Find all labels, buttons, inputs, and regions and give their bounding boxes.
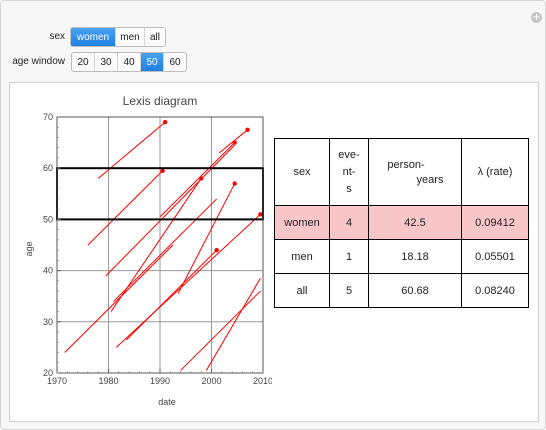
x-tick-label: 1990 [150, 376, 170, 386]
age-window-option-20[interactable]: 20 [72, 53, 95, 71]
cell-sex: all [274, 273, 330, 308]
event-point [245, 127, 250, 132]
lifeline [180, 290, 261, 371]
header-person-years: person- years [368, 138, 462, 206]
lexis-diagram: Lexis diagram 1970 1980 1990 2000 2010 20 30 40… [24, 94, 273, 407]
lifeline [105, 144, 236, 277]
age-window-option-30[interactable]: 30 [95, 53, 118, 71]
event-point [160, 168, 165, 173]
header-events-line: s [346, 182, 352, 195]
header-person-years-line: years [416, 173, 444, 186]
table-row-all: all 5 60.68 0.08240 [274, 273, 529, 308]
lifeline [64, 244, 174, 353]
sex-selector: women men all [70, 27, 166, 47]
cell-person-years: 18.18 [368, 239, 462, 274]
y-tick-label: 70 [43, 112, 53, 122]
y-tick-label: 20 [43, 368, 53, 378]
y-axis-label: age [24, 241, 34, 256]
event-point [214, 247, 219, 253]
chart-title: Lexis diagram [123, 94, 198, 108]
cell-person-years: 60.68 [368, 273, 462, 308]
y-tick-label: 50 [43, 214, 53, 224]
age-window-option-40[interactable]: 40 [118, 53, 141, 71]
output-panel: Lexis diagram 1970 1980 1990 2000 2010 20 30 40… [9, 82, 539, 422]
lifeline [177, 183, 236, 294]
header-rate: λ (rate) [461, 138, 529, 206]
header-sex: sex [274, 138, 330, 206]
sex-option-men[interactable]: men [116, 28, 145, 46]
cell-rate: 0.09412 [461, 205, 529, 240]
event-point [162, 119, 168, 125]
lifeline [115, 213, 261, 348]
header-person-years-line: person- [387, 158, 425, 171]
lifeline [218, 129, 248, 154]
table-row-women: women 4 42.5 0.09412 [274, 205, 529, 240]
cell-person-years: 42.5 [368, 205, 462, 240]
cell-events: 4 [329, 205, 369, 240]
y-tick-label: 40 [43, 266, 53, 276]
table-row-men: men 1 18.18 0.05501 [274, 239, 529, 274]
event-point [258, 212, 263, 217]
cell-events: 5 [329, 273, 369, 308]
rates-table: sex eve- nt- s person- years λ (rate) wo… [274, 138, 529, 308]
axis-ticks: 1970 1980 1990 2000 2010 20 30 40 50 60 70 [43, 112, 273, 386]
lifelines [64, 119, 263, 371]
sex-option-women[interactable]: women [71, 28, 116, 46]
lifeline [159, 142, 236, 218]
age-window-option-60[interactable]: 60 [169, 56, 181, 68]
y-tick-label: 30 [43, 317, 53, 327]
table-header-row: sex eve- nt- s person- years λ (rate) [274, 138, 529, 206]
cell-sex: women [274, 205, 330, 240]
x-tick-label: 2010 [253, 376, 272, 386]
header-events-line: eve- [338, 148, 360, 161]
header-events: eve- nt- s [329, 138, 369, 206]
cell-events: 1 [329, 239, 369, 274]
x-tick-label: 1980 [98, 376, 118, 386]
x-tick-label: 1970 [47, 376, 67, 386]
age-window-option-50[interactable]: 50 [141, 53, 164, 71]
lifeline [205, 278, 261, 371]
lifeline [87, 170, 163, 246]
cell-rate: 0.08240 [461, 273, 529, 308]
age-window-selector: 20 30 40 50 60 [71, 52, 187, 72]
cell-rate: 0.05501 [461, 239, 529, 274]
cell-sex: men [274, 239, 330, 274]
sex-label: sex [49, 31, 65, 42]
x-tick-label: 2000 [201, 376, 221, 386]
lifeline [113, 198, 218, 302]
lifeline [110, 178, 202, 312]
event-point [232, 181, 237, 186]
header-events-line: nt- [342, 165, 356, 178]
lifeline [126, 249, 218, 341]
sex-option-all[interactable]: all [149, 31, 160, 43]
age-window-label: age window [12, 56, 65, 67]
plus-icon[interactable]: + [531, 12, 542, 23]
y-tick-label: 60 [43, 163, 53, 173]
x-axis-label: date [158, 397, 176, 407]
